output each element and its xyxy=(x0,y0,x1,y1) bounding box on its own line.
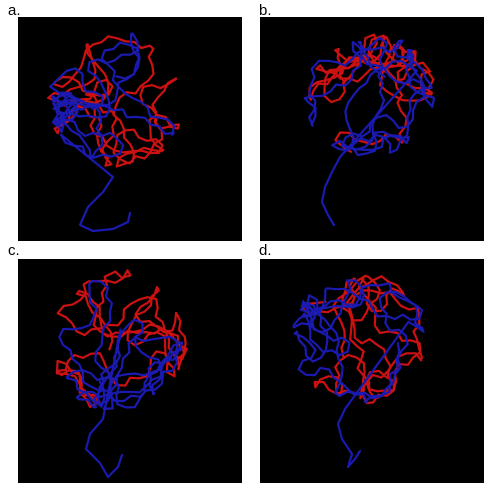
panel-label-a: a. xyxy=(8,2,21,19)
panel-label-c: c. xyxy=(8,242,20,259)
backbone-trace-red xyxy=(301,274,423,405)
protein-backbone-overlay-c xyxy=(55,269,188,479)
structure-panel-d xyxy=(260,259,484,483)
structure-panel-b xyxy=(260,17,484,241)
structure-panel-c xyxy=(18,259,242,483)
structure-panel-a xyxy=(18,17,242,241)
protein-backbone-overlay-d xyxy=(292,274,425,469)
terminal-tail-trace xyxy=(59,133,132,233)
backbone-trace-blue xyxy=(49,32,176,160)
panel-label-b: b. xyxy=(259,2,272,19)
protein-backbone-overlay-b xyxy=(303,33,436,227)
terminal-tail-trace xyxy=(84,328,124,479)
backbone-trace-blue xyxy=(58,279,183,410)
terminal-tail-trace xyxy=(336,320,410,469)
backbone-trace-blue xyxy=(292,279,425,404)
terminal-tail-trace xyxy=(320,69,418,227)
panel-label-d: d. xyxy=(259,242,272,259)
backbone-trace-blue xyxy=(303,36,436,157)
protein-backbone-overlay-a xyxy=(47,32,180,233)
